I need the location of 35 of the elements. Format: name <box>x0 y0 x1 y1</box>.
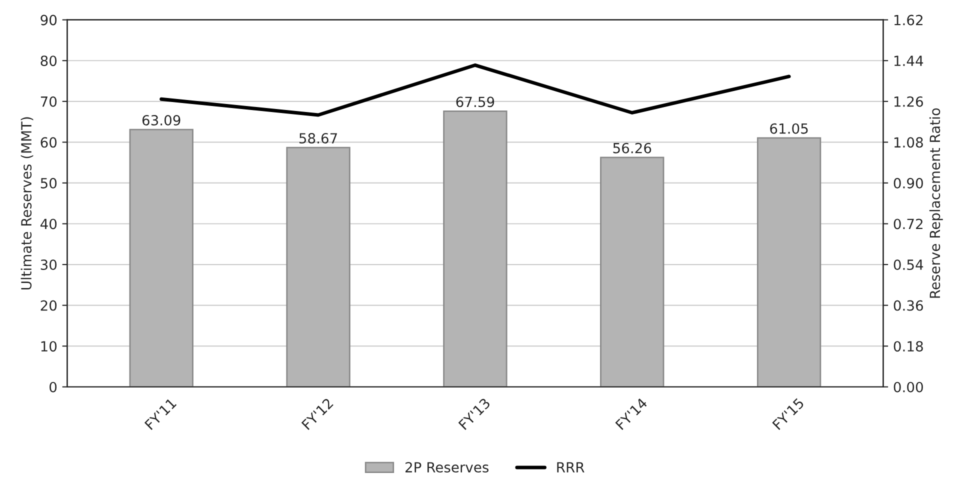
y2-tick-label: 0.36 <box>894 300 923 311</box>
y-tick-label: 10 <box>41 341 57 352</box>
y2-tick-label: 0.90 <box>894 178 923 188</box>
bar <box>443 110 508 387</box>
data-label: 67.59 <box>456 96 494 108</box>
legend-label: 2P Reserves <box>406 462 488 473</box>
y-tick-label: 60 <box>40 137 57 148</box>
bar <box>600 156 664 387</box>
y-tick-label: 20 <box>40 300 57 311</box>
data-label: 56.26 <box>613 142 652 154</box>
data-label: 58.67 <box>299 133 337 144</box>
y2-tick-label: 0.72 <box>894 218 922 230</box>
y2-axis-title: Reserve Replacement Ratio <box>929 108 943 298</box>
y2-tick-label: 1.44 <box>894 56 924 66</box>
y2-tick-label: 1.62 <box>894 14 922 26</box>
legend-label: RRR <box>557 462 584 472</box>
y-tick-label: 90 <box>40 14 57 26</box>
y-tick-label: 40 <box>40 218 57 230</box>
y2-tick-label: 0.18 <box>894 341 923 352</box>
y2-tick-label: 1.26 <box>894 96 923 107</box>
y-tick-label: 70 <box>40 96 57 107</box>
y-tick-label: 0 <box>50 382 57 392</box>
y2-tick-label: 0.54 <box>894 260 924 270</box>
data-label: 61.05 <box>770 123 808 134</box>
bar <box>286 146 350 387</box>
y-tick-label: 80 <box>40 56 57 66</box>
y-tick-label: 50 <box>40 178 57 188</box>
y2-tick-label: 0.00 <box>894 382 923 392</box>
line-series <box>160 63 791 117</box>
bar <box>756 137 822 387</box>
y2-tick-label: 1.08 <box>894 137 923 148</box>
bar <box>129 128 194 387</box>
data-label: 63.09 <box>142 115 180 126</box>
y-tick-label: 30 <box>40 260 57 270</box>
y-axis-title: Ultimate Reserves (MMT) <box>20 117 34 290</box>
